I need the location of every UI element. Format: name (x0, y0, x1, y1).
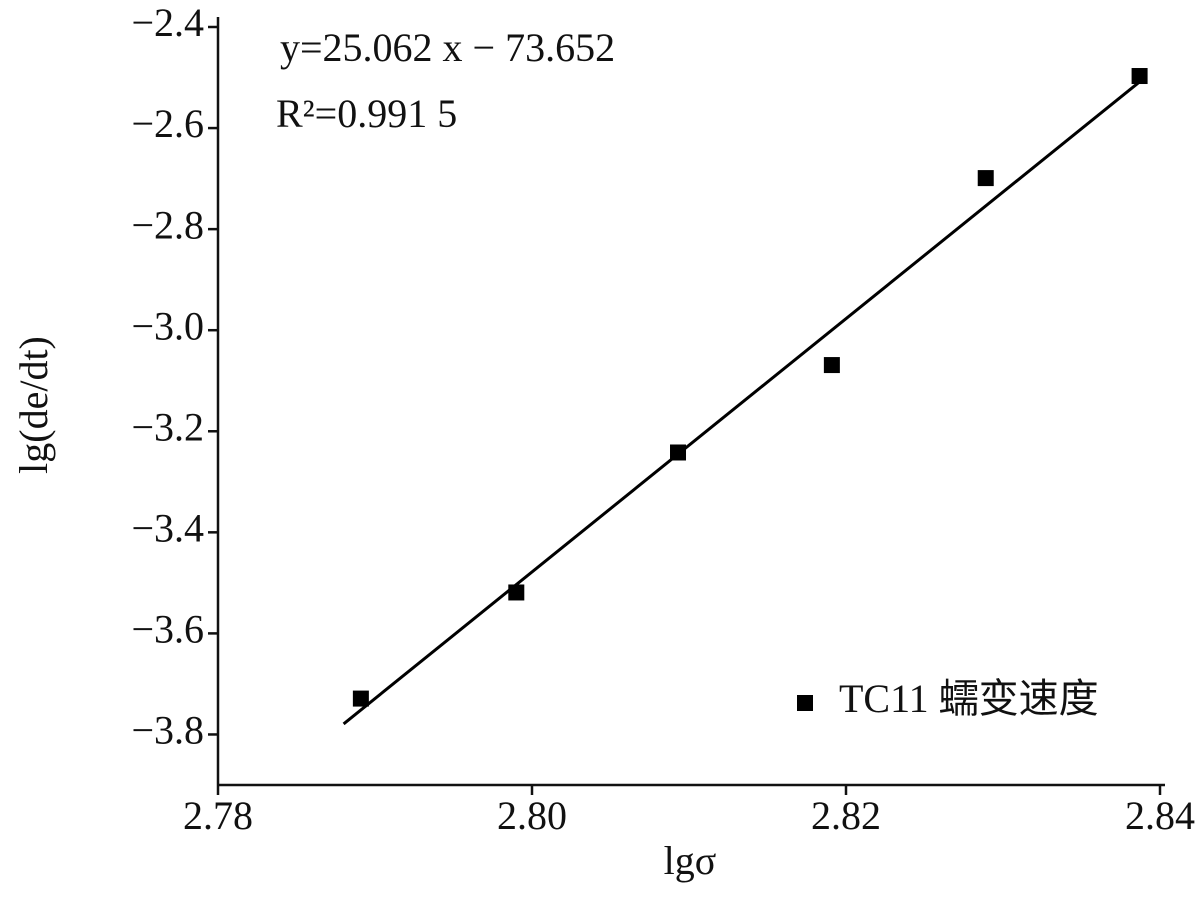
x-tick-label: 2.80 (497, 793, 567, 838)
y-tick-label: −3.0 (131, 303, 204, 348)
x-tick-label: 2.82 (811, 793, 881, 838)
y-tick-label: −3.6 (131, 607, 204, 652)
y-tick-label: −3.4 (131, 506, 204, 551)
y-tick-label: −3.2 (131, 404, 204, 449)
data-point (1131, 68, 1148, 85)
data-point (670, 444, 687, 461)
y-tick-label: −3.8 (131, 708, 204, 753)
fit-line (342, 76, 1146, 726)
y-axis-label: lg(de/dt) (11, 336, 56, 474)
data-point (352, 690, 369, 707)
y-tick-label: −2.8 (131, 202, 204, 247)
equation: y=25.062 x − 73.652 (280, 25, 615, 70)
y-tick-label: −2.6 (131, 101, 204, 146)
data-point (823, 357, 840, 374)
legend-label: TC11 蠕变速度 (839, 676, 1099, 721)
legend-marker (797, 695, 813, 711)
data-point (977, 170, 994, 187)
r-squared: R²=0.991 5 (276, 91, 457, 136)
y-tick-label: −2.4 (131, 0, 204, 45)
x-tick-label: 2.78 (183, 793, 253, 838)
x-tick-label: 2.84 (1125, 793, 1195, 838)
data-point (508, 584, 525, 601)
x-axis-label: lgσ (664, 838, 717, 883)
